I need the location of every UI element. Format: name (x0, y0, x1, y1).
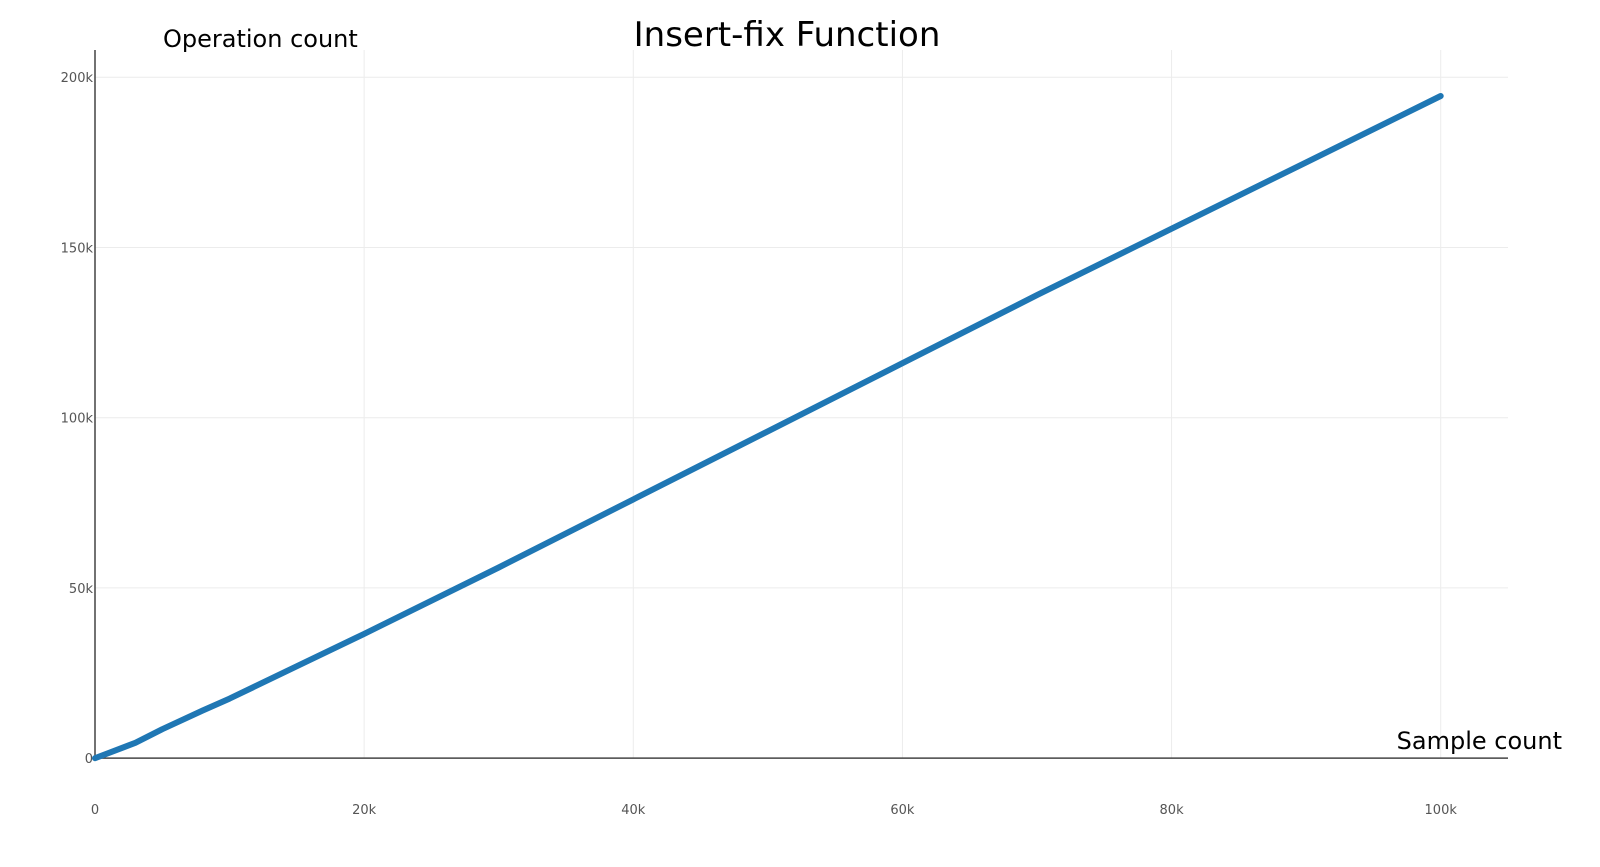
y-tick-label: 50k (69, 582, 94, 597)
y-axis-title: Operation count (163, 25, 358, 53)
horizontal-gridlines (95, 76, 1508, 589)
series-line-0 (92, 93, 1444, 762)
x-tick-label: 100k (1425, 803, 1458, 818)
series-lines (92, 93, 1444, 762)
x-tick-label: 60k (890, 803, 915, 818)
y-tick-label: 200k (61, 71, 94, 86)
x-tick-label: 40k (621, 803, 646, 818)
x-tick-labels: 0 20k 40k 60k 80k 100k (91, 803, 1457, 818)
vertical-gridlines (363, 50, 1442, 759)
x-tick-label: 20k (352, 803, 377, 818)
y-tick-label: 100k (61, 412, 94, 427)
x-tick-label: 0 (91, 803, 99, 818)
x-tick-label: 80k (1160, 803, 1185, 818)
y-tick-labels: 0 50k 100k 150k 200k (61, 71, 94, 767)
y-tick-label: 0 (85, 752, 93, 767)
x-axis-title: Sample count (1397, 727, 1562, 755)
chart-title: Insert-fix Function (634, 15, 941, 55)
y-tick-label: 150k (61, 241, 94, 256)
